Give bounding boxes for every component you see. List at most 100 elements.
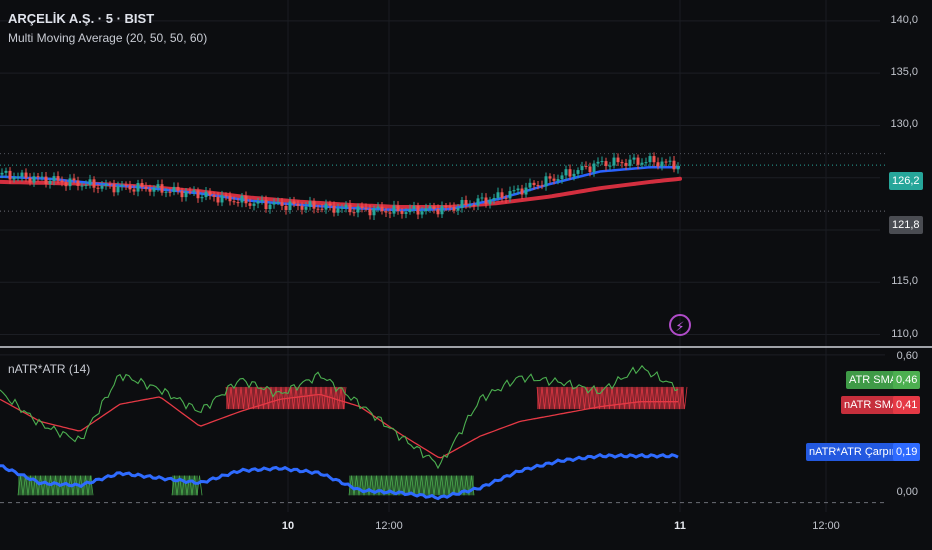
candle-body — [344, 204, 348, 208]
candle-body — [608, 165, 612, 167]
product-value-tag: 0,19 — [893, 443, 921, 461]
candle-body — [112, 184, 116, 193]
candle-body — [332, 205, 336, 213]
candle-body — [604, 161, 608, 166]
indicator-legend[interactable]: Multi Moving Average (20, 50, 50, 60) — [8, 31, 208, 45]
candle-body — [496, 192, 500, 198]
candle-body — [328, 203, 332, 206]
candle-body — [440, 205, 444, 215]
candle-body — [564, 169, 568, 176]
candle-body — [272, 202, 276, 205]
candle-body — [36, 176, 40, 178]
candle-body — [664, 161, 668, 163]
price-tick-label: 110,0 — [891, 327, 918, 340]
candle-body — [200, 197, 204, 199]
candle-body — [596, 161, 600, 164]
candle-body — [364, 208, 368, 210]
candle-body — [60, 180, 64, 183]
natr-sma-name-tag: nATR SMA — [841, 396, 902, 414]
lightning-icon[interactable]: ⚡ — [669, 314, 691, 336]
red-zone-hatch — [225, 386, 347, 410]
candle-body — [456, 207, 460, 211]
price-marker-tag: 121,8 — [889, 216, 923, 234]
candle-body — [636, 157, 640, 165]
candle-body — [252, 203, 256, 206]
candle-body — [584, 166, 588, 168]
candle-body — [616, 157, 620, 163]
candle-body — [320, 208, 324, 210]
symbol-title[interactable]: ARÇELİK A.Ş. · 5 · BIST — [8, 11, 155, 26]
candle-body — [500, 192, 504, 198]
candle-body — [300, 205, 304, 210]
candle-body — [64, 182, 68, 187]
candle-body — [436, 209, 440, 215]
candle-body — [104, 183, 108, 186]
candle-body — [640, 162, 644, 165]
candle-body — [524, 187, 528, 195]
candle-body — [592, 163, 596, 173]
candle-body — [656, 162, 660, 167]
price-tick-label: 140,0 — [890, 13, 918, 26]
candle-body — [356, 206, 360, 213]
candle-body — [204, 191, 208, 198]
ind-tick-top: 0,60 — [896, 350, 918, 362]
candle-body — [588, 166, 592, 173]
candle-body — [16, 176, 20, 178]
candle-body — [184, 191, 188, 198]
candle-body — [504, 197, 508, 199]
candle-body — [292, 201, 296, 205]
candle-body — [68, 178, 72, 187]
candle-body — [428, 206, 432, 209]
candle-body — [144, 186, 148, 189]
candle-body — [324, 203, 328, 210]
green-zone-hatch — [348, 475, 475, 496]
candle-body — [548, 176, 552, 179]
candle-body — [572, 173, 576, 177]
candle-body — [240, 195, 244, 203]
candle-body — [380, 206, 384, 212]
indicator-pane — [0, 364, 688, 501]
candle-body — [492, 197, 496, 200]
candle-body — [460, 199, 464, 208]
candle-body — [476, 198, 480, 206]
candle-body — [208, 191, 212, 196]
candle-body — [336, 208, 340, 213]
candle-body — [424, 208, 428, 212]
product-name-tag: nATR*ATR Çarpımı — [806, 443, 907, 461]
candle-body — [212, 195, 216, 197]
price-tick-label: 130,0 — [890, 118, 918, 131]
candle-body — [388, 212, 392, 214]
candle-body — [12, 177, 16, 180]
candle-body — [392, 205, 396, 214]
candle-body — [420, 211, 424, 215]
candle-body — [236, 202, 240, 204]
natr-sma-value-tag: 0,41 — [893, 396, 921, 414]
atr-sma-line — [0, 364, 679, 470]
candle-body — [580, 166, 584, 171]
product-line — [0, 452, 679, 501]
candle-body — [56, 176, 60, 181]
candle-body — [48, 180, 52, 185]
candle-body — [452, 207, 456, 211]
candle-body — [176, 186, 180, 191]
candle-body — [400, 210, 404, 214]
candle-body — [276, 202, 280, 204]
candle-body — [40, 176, 44, 178]
candle-body — [116, 186, 120, 193]
candle-body — [44, 176, 48, 185]
candle-body — [308, 201, 312, 207]
candle-body — [52, 176, 56, 181]
candle-body — [484, 197, 488, 204]
chart-grid — [0, 0, 885, 512]
lower-pane-title[interactable]: nATR*ATR (14) — [8, 362, 91, 376]
candle-body — [280, 202, 284, 206]
price-tick-label: 115,0 — [891, 275, 918, 288]
candle-body — [136, 182, 140, 192]
candle-body — [124, 184, 128, 186]
candle-body — [644, 162, 648, 164]
candle-body — [444, 205, 448, 207]
candle-body — [260, 200, 264, 202]
candle-body — [556, 179, 560, 181]
candle-body — [660, 161, 664, 167]
